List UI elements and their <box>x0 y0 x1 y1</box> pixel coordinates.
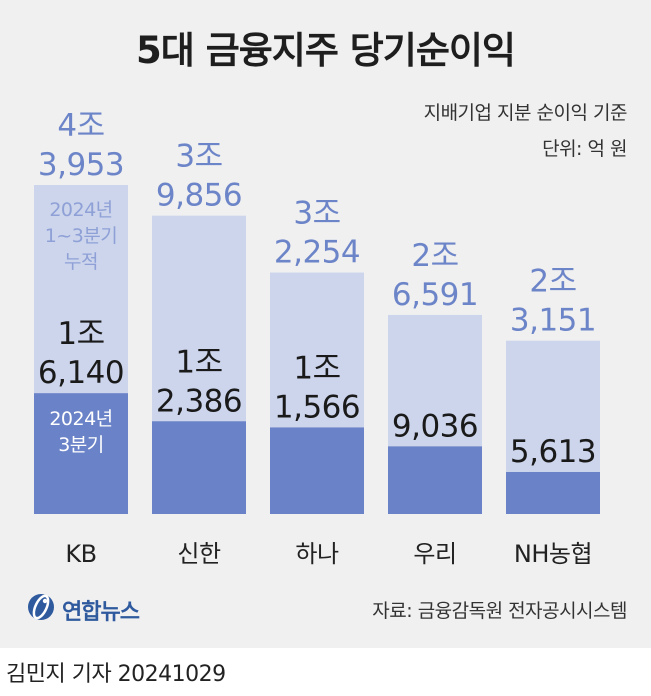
cumulative-value-label: 9,856 <box>156 178 242 214</box>
quarter-value-label: 1조 <box>57 316 104 352</box>
quarter-value-label: 2,386 <box>156 383 242 419</box>
cumulative-value-label: 3조 <box>293 196 340 232</box>
quarter-value-label: 1조 <box>175 344 222 380</box>
quarter-bar <box>152 421 246 514</box>
legend-cumulative-label: 1~3분기 <box>45 225 118 247</box>
legend-cumulative-label: 누적 <box>64 251 98 273</box>
quarter-bar <box>388 446 482 514</box>
category-label: 우리 <box>413 540 456 568</box>
category-label: 신한 <box>177 540 221 568</box>
cumulative-value-label: 6,591 <box>392 277 478 313</box>
cumulative-value-label: 3,151 <box>510 303 596 339</box>
yonhap-logo-icon <box>28 594 54 620</box>
cumulative-value-label: 2,254 <box>274 235 360 271</box>
category-label: KB <box>65 540 96 568</box>
cumulative-value-label: 3조 <box>175 139 222 175</box>
logo-text: 연합뉴스 <box>62 600 140 625</box>
quarter-value-label: 5,613 <box>510 434 596 470</box>
category-label: NH농협 <box>514 540 592 568</box>
quarter-value-label: 6,140 <box>38 355 124 391</box>
cumulative-value-label: 4조 <box>57 108 104 144</box>
quarter-value-label: 1조 <box>293 350 340 386</box>
quarter-bar <box>506 471 600 514</box>
cumulative-value-label: 2조 <box>529 264 576 300</box>
unit-note: 단위: 억 원 <box>542 138 627 160</box>
source-note: 자료: 금융감독원 전자공시시스템 <box>372 600 627 622</box>
bar-chart: 4조3,9531조6,140KB2024년1~3분기누적2024년3분기3조9,… <box>34 108 600 568</box>
quarter-value-label: 9,036 <box>392 408 478 444</box>
quarter-bar <box>270 427 364 514</box>
cumulative-value-label: 3,953 <box>38 147 124 183</box>
legend-cumulative-label: 2024년 <box>49 199 112 221</box>
basis-note: 지배기업 지분 순이익 기준 <box>423 102 628 124</box>
legend-quarter-label: 3분기 <box>58 434 104 456</box>
page-title: 5대 금융지주 당기순이익 <box>136 29 516 72</box>
reporter-credit: 김민지 기자 20241029 <box>6 662 226 687</box>
cumulative-value-label: 2조 <box>411 238 458 274</box>
category-label: 하나 <box>295 540 339 568</box>
quarter-bar <box>34 393 128 514</box>
quarter-value-label: 1,566 <box>274 389 360 425</box>
legend-quarter-label: 2024년 <box>49 408 112 430</box>
